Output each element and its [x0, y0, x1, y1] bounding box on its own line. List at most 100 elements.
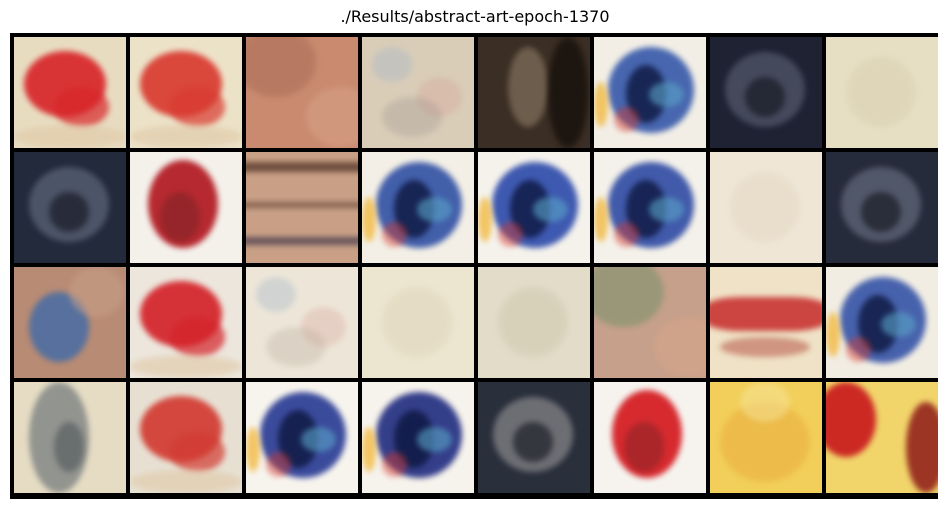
paint-blob [170, 87, 225, 127]
paint-blob [69, 267, 124, 317]
generated-sample-tile [478, 267, 590, 378]
generated-sample-tile [130, 382, 242, 493]
paint-blob [612, 390, 682, 478]
tile-texture [362, 267, 474, 378]
paint-blob [614, 107, 639, 132]
tile-texture [826, 267, 938, 378]
paint-blob [594, 197, 608, 242]
generated-sample-tile [710, 37, 822, 148]
tile-texture [594, 382, 706, 493]
paint-blob [362, 427, 376, 472]
tile-texture [826, 152, 938, 263]
paint-blob [710, 297, 822, 331]
generated-sample-tile [478, 152, 590, 263]
paint-blob [130, 125, 242, 148]
generated-sample-tile [246, 37, 358, 148]
paint-blob [301, 427, 336, 452]
paint-blob [130, 355, 242, 378]
paint-blob [478, 197, 492, 242]
paint-blob [649, 82, 684, 107]
paint-blob [745, 77, 785, 117]
paint-blob [130, 470, 242, 493]
paint-blob [382, 222, 407, 247]
tile-texture [710, 37, 822, 148]
tile-texture [130, 37, 242, 148]
paint-blob [382, 97, 442, 137]
generated-sample-tile [130, 152, 242, 263]
paint-blob [846, 337, 871, 362]
paint-blob [246, 202, 358, 208]
generated-sample-tile [14, 37, 126, 148]
paint-blob [417, 427, 452, 452]
paint-blob [266, 327, 326, 367]
generated-sample-tile [14, 382, 126, 493]
tile-texture [246, 382, 358, 493]
paint-blob [148, 160, 218, 248]
tile-texture [710, 382, 822, 493]
tile-texture [594, 37, 706, 148]
paint-blob [54, 422, 84, 472]
generated-sample-tile [710, 152, 822, 263]
paint-blob [246, 162, 358, 172]
generated-sample-tile [594, 382, 706, 493]
tile-texture [130, 152, 242, 263]
paint-blob [29, 382, 89, 493]
tile-texture [14, 382, 126, 493]
generated-sample-tile [14, 267, 126, 378]
tile-texture [710, 152, 822, 263]
generated-sample-tile [594, 37, 706, 148]
generated-sample-tile [362, 382, 474, 493]
paint-blob [246, 237, 358, 245]
paint-blob [246, 37, 316, 97]
tile-texture [362, 152, 474, 263]
paint-blob [861, 192, 901, 232]
generated-sample-tile [710, 267, 822, 378]
tile-texture [130, 267, 242, 378]
paint-blob [513, 422, 553, 462]
generated-sample-tile [478, 382, 590, 493]
paint-blob [362, 197, 376, 242]
paint-blob [301, 307, 346, 347]
paint-blob [256, 277, 296, 312]
tile-texture [14, 152, 126, 263]
paint-blob [846, 57, 916, 127]
generated-sample-tile [594, 267, 706, 378]
paint-blob [306, 87, 358, 147]
paint-blob [14, 125, 126, 148]
generated-sample-tile [826, 37, 938, 148]
tile-texture [478, 267, 590, 378]
generated-sample-tile [826, 152, 938, 263]
tile-texture [14, 267, 126, 378]
tile-texture [826, 382, 938, 493]
paint-blob [382, 452, 407, 477]
paint-blob [594, 267, 664, 327]
paint-blob [170, 432, 225, 472]
paint-blob [720, 337, 810, 357]
generated-sample-tile [246, 382, 358, 493]
paint-blob [826, 312, 840, 357]
paint-blob [533, 197, 568, 222]
generated-sample-tile [362, 37, 474, 148]
tile-texture [478, 37, 590, 148]
generated-sample-tile [478, 37, 590, 148]
generated-sample-tile [826, 382, 938, 493]
paint-blob [246, 427, 260, 472]
paint-blob [624, 422, 664, 472]
paint-blob [508, 47, 548, 127]
tile-texture [14, 37, 126, 148]
tile-texture [130, 382, 242, 493]
tile-texture [826, 37, 938, 148]
tile-texture [246, 267, 358, 378]
paint-blob [498, 222, 523, 247]
tile-texture [246, 152, 358, 263]
generated-sample-tile [362, 267, 474, 378]
paint-blob [881, 312, 916, 337]
paint-blob [417, 197, 452, 222]
paint-blob [417, 77, 462, 117]
generated-sample-tile [130, 37, 242, 148]
paint-blob [654, 317, 706, 377]
tile-texture [246, 37, 358, 148]
paint-blob [382, 287, 452, 357]
paint-blob [372, 47, 412, 82]
generated-sample-tile [710, 382, 822, 493]
